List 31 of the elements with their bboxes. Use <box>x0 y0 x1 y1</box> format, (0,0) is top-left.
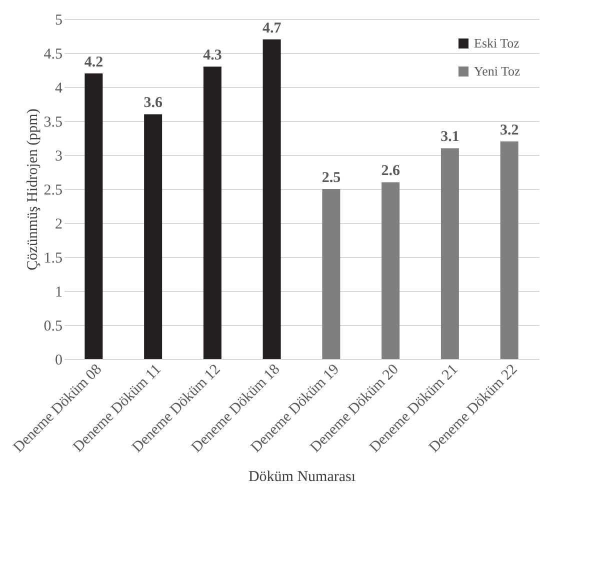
bar <box>382 182 400 359</box>
bar <box>500 141 518 359</box>
bar <box>84 73 103 359</box>
y-tick-label: 2 <box>55 216 62 232</box>
y-tick-label: 2.5 <box>44 182 62 198</box>
legend-label: Yeni Toz <box>474 64 521 78</box>
y-tick-label: 3.5 <box>44 114 62 130</box>
y-tick-label: 1.5 <box>44 250 62 266</box>
y-tick-label: 0 <box>55 352 62 368</box>
data-label: 4.7 <box>262 20 282 36</box>
data-label: 4.3 <box>203 48 222 64</box>
y-tick-label: 4.5 <box>44 46 62 62</box>
bar <box>144 114 162 359</box>
data-label: 4.2 <box>84 54 104 70</box>
data-label: 2.6 <box>381 163 400 180</box>
bar <box>322 189 340 359</box>
data-label: 3.1 <box>440 129 460 146</box>
data-label: 2.5 <box>322 170 341 186</box>
y-tick-label: 1 <box>55 284 62 300</box>
data-label: 3.2 <box>500 122 519 138</box>
bar <box>262 39 281 359</box>
bar <box>203 66 222 359</box>
data-label: 3.6 <box>144 95 163 112</box>
y-tick-label: 3 <box>55 148 62 164</box>
x-axis-title: Döküm Numarası <box>248 469 356 486</box>
bar <box>440 148 459 359</box>
y-tick-label: 0.5 <box>44 318 62 334</box>
legend-label: Eski Toz <box>474 36 520 50</box>
y-tick-label: 5 <box>55 12 62 28</box>
y-axis-title: Çözünmüş Hidrojen (ppm) <box>24 108 41 270</box>
y-tick-label: 4 <box>55 80 63 96</box>
